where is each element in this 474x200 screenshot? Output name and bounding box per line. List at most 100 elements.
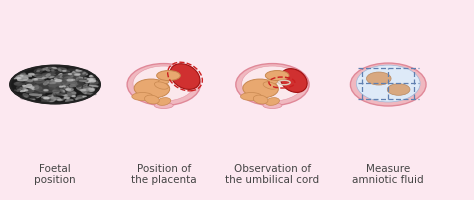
Ellipse shape: [60, 71, 70, 72]
Ellipse shape: [280, 69, 307, 93]
Ellipse shape: [42, 89, 46, 93]
Ellipse shape: [55, 80, 62, 82]
Ellipse shape: [34, 80, 45, 83]
Ellipse shape: [60, 93, 65, 96]
Ellipse shape: [67, 74, 71, 76]
Ellipse shape: [66, 79, 76, 82]
Ellipse shape: [36, 80, 41, 81]
Ellipse shape: [17, 83, 19, 84]
Ellipse shape: [77, 83, 82, 84]
Ellipse shape: [263, 103, 282, 109]
Ellipse shape: [66, 89, 73, 91]
Text: Observation of
the umbilical cord: Observation of the umbilical cord: [225, 163, 319, 184]
Ellipse shape: [35, 75, 42, 78]
Ellipse shape: [77, 84, 84, 88]
Ellipse shape: [26, 81, 32, 84]
Ellipse shape: [67, 93, 73, 96]
Ellipse shape: [67, 94, 75, 97]
Ellipse shape: [72, 93, 76, 94]
Ellipse shape: [38, 69, 40, 70]
Ellipse shape: [77, 96, 83, 99]
Ellipse shape: [74, 75, 80, 76]
Ellipse shape: [64, 77, 73, 81]
Ellipse shape: [67, 83, 77, 87]
Ellipse shape: [366, 73, 391, 86]
Ellipse shape: [265, 71, 289, 81]
Ellipse shape: [24, 97, 27, 98]
Ellipse shape: [42, 99, 50, 103]
Ellipse shape: [80, 90, 86, 91]
Ellipse shape: [33, 75, 41, 77]
Ellipse shape: [24, 80, 27, 81]
Ellipse shape: [64, 98, 70, 99]
Ellipse shape: [65, 78, 71, 81]
Ellipse shape: [64, 91, 74, 93]
Ellipse shape: [87, 86, 91, 89]
Ellipse shape: [90, 75, 95, 77]
Ellipse shape: [70, 85, 75, 87]
Ellipse shape: [50, 81, 61, 85]
Ellipse shape: [17, 90, 21, 91]
Ellipse shape: [70, 84, 74, 88]
Ellipse shape: [89, 89, 95, 90]
Ellipse shape: [74, 99, 79, 101]
Ellipse shape: [51, 76, 60, 78]
Ellipse shape: [42, 68, 47, 71]
Ellipse shape: [56, 94, 60, 96]
Ellipse shape: [15, 91, 22, 92]
Ellipse shape: [89, 81, 95, 82]
Ellipse shape: [84, 88, 89, 91]
Ellipse shape: [44, 82, 48, 85]
Ellipse shape: [41, 98, 48, 101]
Ellipse shape: [63, 86, 65, 87]
Ellipse shape: [84, 78, 89, 80]
Ellipse shape: [242, 67, 303, 101]
Ellipse shape: [350, 64, 426, 106]
Ellipse shape: [25, 86, 29, 88]
Ellipse shape: [29, 94, 41, 96]
Ellipse shape: [170, 64, 200, 90]
Ellipse shape: [90, 81, 93, 84]
Ellipse shape: [44, 90, 48, 91]
Ellipse shape: [91, 81, 99, 85]
Ellipse shape: [10, 66, 100, 104]
Ellipse shape: [64, 95, 68, 96]
Ellipse shape: [60, 91, 63, 93]
Ellipse shape: [42, 97, 46, 98]
Ellipse shape: [157, 98, 171, 106]
Ellipse shape: [76, 70, 82, 72]
Ellipse shape: [67, 99, 69, 101]
Ellipse shape: [82, 79, 90, 81]
Ellipse shape: [61, 95, 67, 96]
Ellipse shape: [89, 87, 93, 92]
Ellipse shape: [83, 81, 88, 82]
Ellipse shape: [49, 85, 56, 87]
Ellipse shape: [72, 80, 74, 81]
Ellipse shape: [156, 71, 180, 81]
Ellipse shape: [40, 92, 45, 95]
Ellipse shape: [80, 75, 85, 77]
Ellipse shape: [58, 70, 61, 71]
Ellipse shape: [82, 71, 88, 74]
Ellipse shape: [82, 91, 89, 92]
Ellipse shape: [89, 82, 94, 83]
Ellipse shape: [36, 75, 43, 76]
Ellipse shape: [67, 80, 73, 81]
Ellipse shape: [55, 75, 79, 84]
Ellipse shape: [64, 80, 68, 83]
Ellipse shape: [51, 97, 61, 101]
Ellipse shape: [63, 83, 68, 86]
Ellipse shape: [54, 79, 60, 82]
Ellipse shape: [26, 90, 34, 93]
Ellipse shape: [20, 91, 27, 92]
Ellipse shape: [267, 80, 278, 85]
Ellipse shape: [55, 79, 62, 82]
Ellipse shape: [27, 85, 30, 87]
Ellipse shape: [18, 77, 28, 81]
Ellipse shape: [56, 89, 63, 93]
Ellipse shape: [77, 80, 86, 82]
Ellipse shape: [23, 94, 28, 97]
Ellipse shape: [50, 72, 55, 74]
Ellipse shape: [27, 99, 35, 101]
Ellipse shape: [76, 98, 83, 101]
